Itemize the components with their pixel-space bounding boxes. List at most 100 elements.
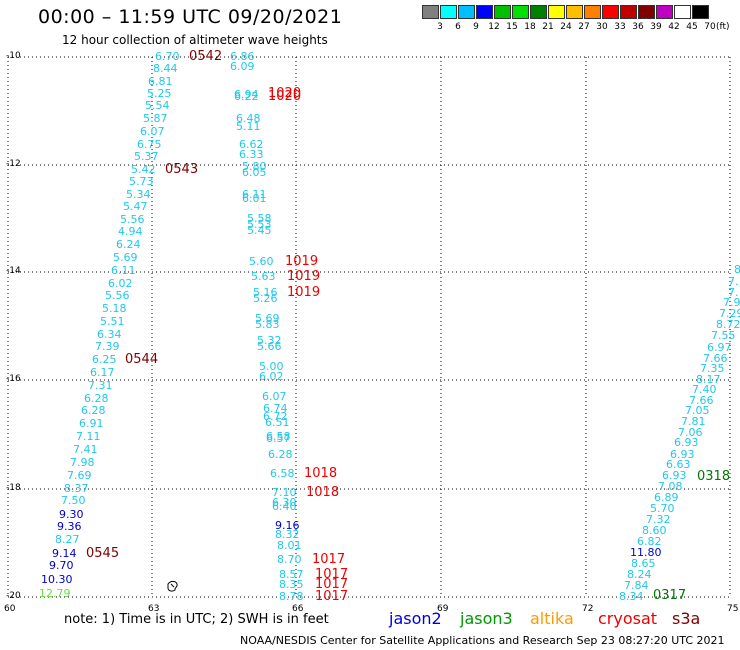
wave-height-label: 8.27 xyxy=(55,533,80,546)
wave-height-label: 6.30 xyxy=(272,496,297,509)
wave-height-label: 6.97 xyxy=(707,341,732,354)
wave-height-label: 7.31 xyxy=(88,379,113,392)
satellite-name: jason3 xyxy=(460,609,513,628)
wave-height-label: 6.94 xyxy=(234,88,259,101)
wave-height-label: 7.50 xyxy=(61,494,86,507)
wave-height-label: 5.69 xyxy=(255,312,280,325)
pass-time-label: 0317 xyxy=(653,588,686,603)
wave-height-label: 5.56 xyxy=(120,213,145,226)
legend-swatch xyxy=(656,5,673,19)
wave-height-label: 6.25 xyxy=(92,353,117,366)
legend-swatch xyxy=(476,5,493,19)
satellite-name: jason2 xyxy=(389,609,442,628)
wave-height-label: 7.41 xyxy=(73,443,98,456)
lat-tick-label: -16 xyxy=(6,374,21,384)
legend-label: 6 xyxy=(455,22,461,32)
wave-height-label: 5.53 xyxy=(247,218,272,231)
wave-height-label: 7.35 xyxy=(700,362,725,375)
wave-height-label: 5.58 xyxy=(247,212,272,225)
wave-height-label: 6.57 xyxy=(266,432,291,445)
wave-height-label: 5.42 xyxy=(131,163,156,176)
legend-swatch xyxy=(422,5,439,19)
wave-height-label: 6.72 xyxy=(263,410,288,423)
legend-swatch xyxy=(566,5,583,19)
legend-swatch xyxy=(548,5,565,19)
lon-tick-label: 66 xyxy=(292,604,304,614)
wave-height-label: 7.32 xyxy=(646,513,671,526)
lat-tick-label: -14 xyxy=(6,266,21,276)
wave-height-label: 5.83 xyxy=(255,318,280,331)
wave-height-label: 6.22 xyxy=(234,90,259,103)
pass-time-label: 1017 xyxy=(312,552,345,567)
legend-swatch xyxy=(584,5,601,19)
wave-height-label: 5.56 xyxy=(105,289,130,302)
wave-height-label: 6.58 xyxy=(266,430,291,443)
wave-height-label: 5.47 xyxy=(123,200,148,213)
wave-height-label: 6.11 xyxy=(111,264,136,277)
lat-tick-label: -20 xyxy=(6,591,21,601)
wave-height-label: 6.09 xyxy=(230,60,255,73)
wave-height-label: 6.63 xyxy=(666,458,691,471)
island-outline xyxy=(167,580,178,592)
wave-height-label: 8.44 xyxy=(153,62,178,75)
wave-height-label: 5.60 xyxy=(249,255,274,268)
wave-height-label: 6.11 xyxy=(242,188,267,201)
legend-label: 3 xyxy=(437,22,443,32)
satellite-name: altika xyxy=(530,609,574,628)
wave-height-label: 7.55 xyxy=(711,329,736,342)
pass-time-label: 1017 xyxy=(315,567,348,582)
wave-height-label: 5.45 xyxy=(247,224,272,237)
wave-height-label: 6.01 xyxy=(242,192,267,205)
wave-height-label: 6.89 xyxy=(654,491,679,504)
legend-swatch xyxy=(620,5,637,19)
wave-height-label: 7.84 xyxy=(624,579,649,592)
wave-height-label: 9.36 xyxy=(57,520,82,533)
wave-height-label: 6.05 xyxy=(242,166,267,179)
wave-height-label: 12.79 xyxy=(39,587,71,600)
lat-tick-label: -18 xyxy=(6,483,21,493)
legend-unit: (ft) xyxy=(716,22,730,32)
wave-height-label: 6.28 xyxy=(81,404,106,417)
lon-tick-label: 72 xyxy=(582,604,594,614)
legend-label: 36 xyxy=(632,22,644,32)
lon-tick-label: 63 xyxy=(148,604,160,614)
wave-height-label: 5.25 xyxy=(147,87,172,100)
wave-height-label: 5.87 xyxy=(143,112,168,125)
wave-height-label: 6.82 xyxy=(637,535,662,548)
wave-height-label: 8.35 xyxy=(279,578,304,591)
wave-height-label: 8.57 xyxy=(279,568,304,581)
pass-time-label: 0542 xyxy=(189,49,222,64)
wave-height-label: 7.98 xyxy=(70,456,95,469)
wave-height-label: 5.37 xyxy=(134,150,159,163)
wave-height-label: 7.81 xyxy=(681,415,706,428)
pass-time-label: 1017 xyxy=(315,589,348,604)
wave-height-label: 7.06 xyxy=(678,426,703,439)
wave-height-label: 6.93 xyxy=(670,448,695,461)
pass-time-label: 1019 xyxy=(287,285,320,300)
wave-height-label: 5.34 xyxy=(126,188,151,201)
wave-height-label: 7.39 xyxy=(95,340,120,353)
wave-height-label: 9.30 xyxy=(59,508,84,521)
legend-label: 33 xyxy=(614,22,626,32)
wave-height-label: 6.07 xyxy=(262,390,287,403)
grid-lines xyxy=(7,56,731,598)
footer-note: note: 1) Time is in UTC; 2) SWH is in fe… xyxy=(64,612,329,627)
wave-height-label: 8.17 xyxy=(696,373,721,386)
pass-time-label: 1018 xyxy=(304,466,337,481)
lat-tick-label: -12 xyxy=(6,159,21,169)
wave-height-label: 6.74 xyxy=(263,402,288,415)
wave-height-label: 5.54 xyxy=(145,99,170,112)
pass-time-label: 1019 xyxy=(285,254,318,269)
legend-label: 18 xyxy=(524,22,536,32)
satellite-name: cryosat xyxy=(598,609,658,628)
wave-height-label: 6.58 xyxy=(270,467,295,480)
wave-height-label: 6.48 xyxy=(236,112,261,125)
pass-time-label: 1019 xyxy=(287,269,320,284)
wave-height-label: 9.70 xyxy=(49,559,74,572)
lat-tick-label: -10 xyxy=(6,51,21,61)
pass-time-label: 1018 xyxy=(306,485,339,500)
wave-height-label: 7.9 xyxy=(723,296,740,309)
wave-height-label: 8.70 xyxy=(277,553,302,566)
pass-time-label: 1020 xyxy=(268,89,301,104)
